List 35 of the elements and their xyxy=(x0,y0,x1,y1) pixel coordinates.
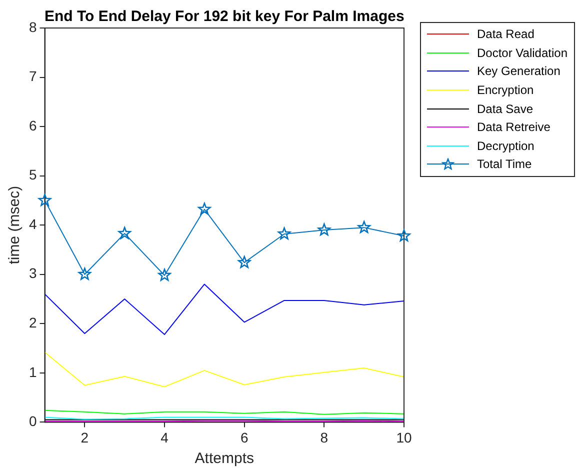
legend-label: Doctor Validation xyxy=(477,46,568,60)
legend-label: Decryption xyxy=(477,138,534,153)
x-tick-label: 4 xyxy=(160,429,169,446)
point xyxy=(358,220,370,234)
point xyxy=(118,226,131,239)
legend-label: Total Time xyxy=(477,157,532,172)
point xyxy=(278,227,291,240)
point xyxy=(318,223,331,236)
point xyxy=(198,202,211,215)
legend-label: Key Generation xyxy=(477,64,560,78)
y-tick-label: 8 xyxy=(28,18,37,35)
chart-title: End To End Delay For 192 bit key For Palm Images xyxy=(44,8,404,25)
point xyxy=(238,256,251,268)
y-tick-label: 6 xyxy=(28,117,37,134)
x-tick-label: 2 xyxy=(80,429,89,446)
legend-label: Encryption xyxy=(477,83,534,98)
point xyxy=(158,268,171,281)
y-tick-label: 7 xyxy=(28,68,37,84)
y-axis-title: time (msec) xyxy=(6,186,24,264)
y-tick-label: 4 xyxy=(28,216,37,232)
y-tick-label: 0 xyxy=(28,413,37,430)
x-tick-label: 6 xyxy=(240,429,248,446)
legend-label: Data Read xyxy=(477,27,534,42)
legend-label: Data Retreive xyxy=(477,120,550,134)
x-axis-title: Attempts xyxy=(194,450,254,468)
y-tick-label: 3 xyxy=(28,265,37,282)
point xyxy=(38,194,52,206)
y-tick-label: 5 xyxy=(28,166,37,183)
point xyxy=(398,229,410,242)
x-tick-label: 10 xyxy=(396,429,412,446)
y-tick-label: 1 xyxy=(28,364,37,380)
y-tick-label: 2 xyxy=(28,314,37,331)
x-tick-label: 8 xyxy=(320,429,328,446)
point xyxy=(78,268,92,280)
legend-label: Data Save xyxy=(477,102,534,116)
